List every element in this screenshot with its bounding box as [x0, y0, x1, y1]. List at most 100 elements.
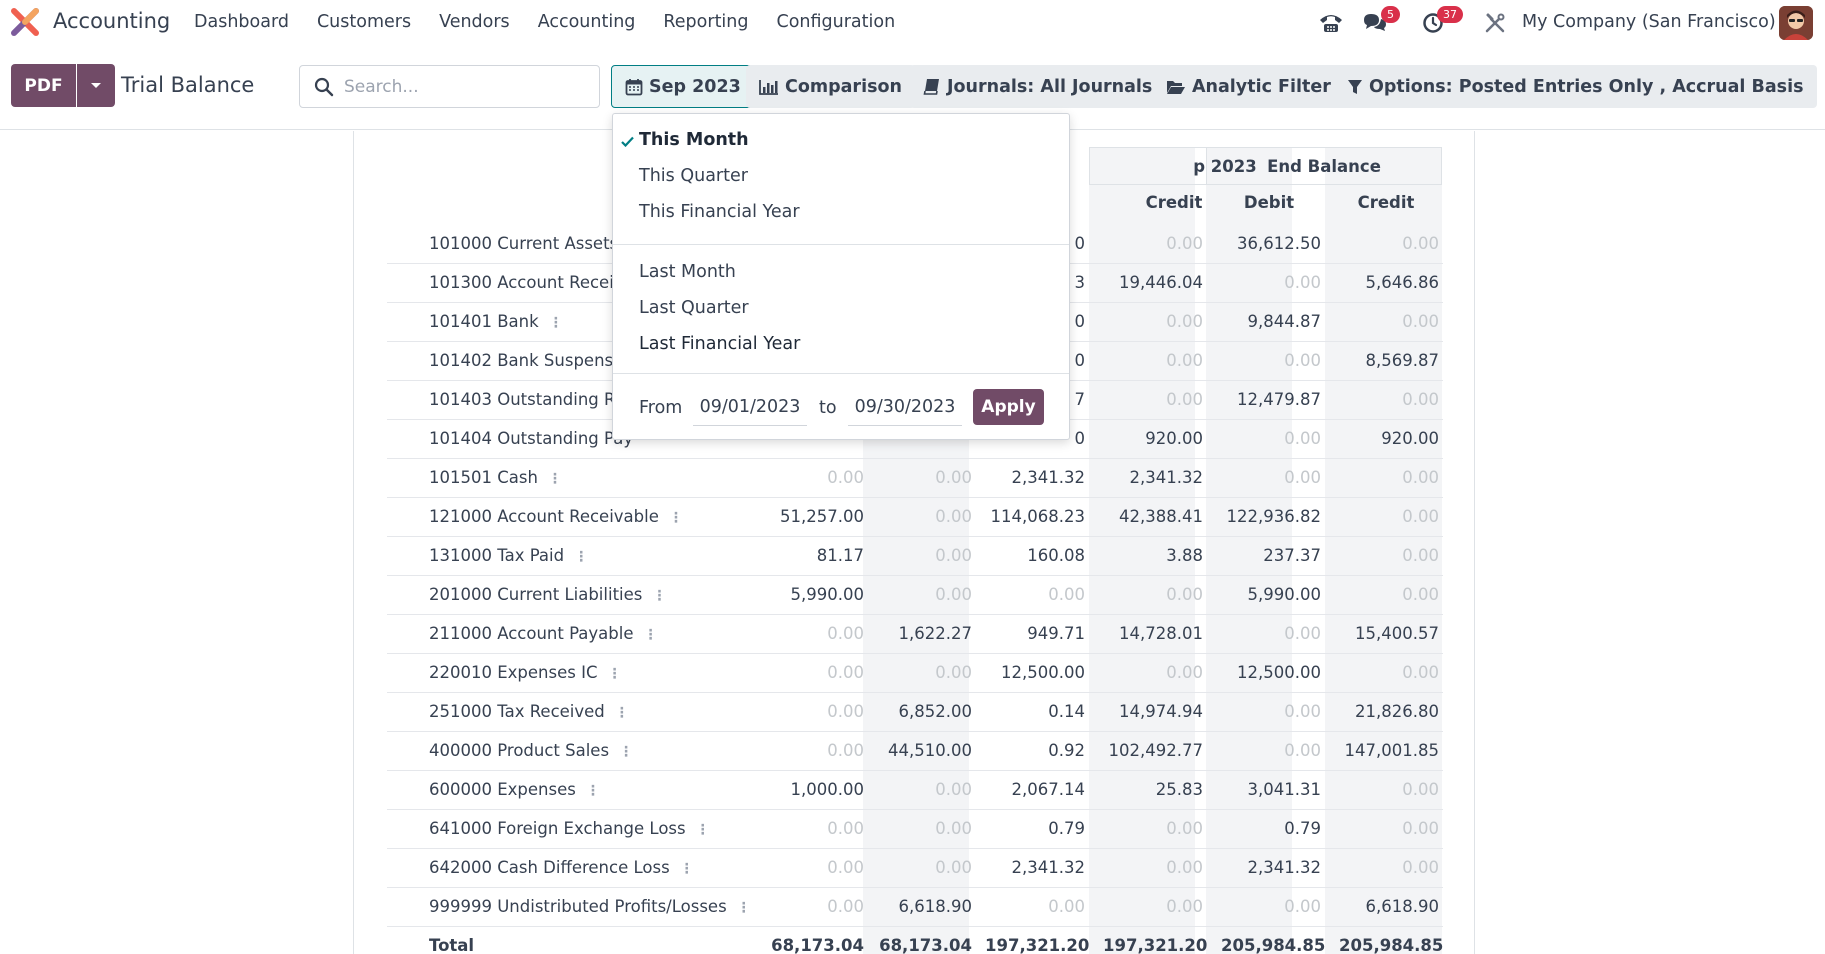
account-name[interactable]: 999999 Undistributed Profits/Losses ⋮: [429, 897, 751, 916]
menu-customers[interactable]: Customers: [316, 12, 412, 32]
amount-cell: 205,984.85: [1221, 936, 1326, 954]
account-name[interactable]: 101401 Bank ⋮: [429, 312, 563, 331]
amount-cell: 14,974.94: [1119, 702, 1203, 721]
table-row: 201000 Current Liabilities ⋮ 5,990.00 0.00 0…: [387, 576, 1443, 615]
pdf-dropdown-toggle[interactable]: [77, 64, 115, 107]
option-this-month[interactable]: This Month: [639, 130, 749, 150]
account-name[interactable]: 101300 Account Receiva: [429, 273, 634, 292]
amount-cell: 0.00: [935, 546, 972, 565]
row-menu-icon[interactable]: ⋮: [607, 666, 621, 682]
analytic-filter-label: Analytic Filter: [1192, 76, 1331, 97]
option-this-quarter[interactable]: This Quarter: [639, 166, 748, 186]
account-name[interactable]: 400000 Product Sales ⋮: [429, 741, 633, 760]
account-name[interactable]: 642000 Cash Difference Loss ⋮: [429, 858, 694, 877]
amount-cell: 0.00: [1048, 585, 1085, 604]
row-menu-icon[interactable]: ⋮: [574, 549, 588, 565]
account-name[interactable]: 101404 Outstanding Pay: [429, 429, 633, 448]
amount-cell: 205,984.85: [1339, 936, 1444, 954]
account-name[interactable]: 101501 Cash ⋮: [429, 468, 562, 487]
col-credit2-header: Credit: [1357, 193, 1415, 212]
row-menu-icon[interactable]: ⋮: [668, 510, 683, 526]
date-to-input[interactable]: [848, 388, 962, 426]
apply-button[interactable]: Apply: [973, 389, 1044, 425]
amount-cell: 0.00: [1166, 390, 1203, 409]
to-label: to: [819, 398, 837, 418]
menu-accounting[interactable]: Accounting: [537, 12, 636, 32]
account-name[interactable]: 121000 Account Receivable ⋮: [429, 507, 683, 526]
account-name[interactable]: 211000 Account Payable ⋮: [429, 624, 658, 643]
table-row: 101501 Cash ⋮ 0.00 0.00 2,341.32 2,341.32 0.00…: [387, 459, 1443, 498]
account-name[interactable]: 101402 Bank Suspense A: [429, 351, 640, 370]
user-avatar[interactable]: [1779, 6, 1813, 40]
account-name[interactable]: 101403 Outstanding Re: [429, 390, 625, 409]
menu-vendors[interactable]: Vendors: [439, 12, 510, 32]
dropdown-divider: [613, 373, 1069, 374]
row-menu-icon[interactable]: ⋮: [679, 861, 694, 877]
amount-cell: 0.00: [1166, 897, 1203, 916]
amount-cell: 102,492.77: [1108, 741, 1203, 760]
amount-cell: 3: [1074, 273, 1086, 292]
account-name-text: Total: [429, 936, 475, 954]
amount-cell: 3,041.31: [1247, 780, 1321, 799]
pdf-button[interactable]: PDF: [11, 64, 76, 107]
row-menu-icon[interactable]: ⋮: [548, 315, 563, 331]
row-menu-icon[interactable]: ⋮: [614, 705, 629, 721]
row-menu-icon[interactable]: ⋮: [547, 471, 562, 487]
account-name[interactable]: 641000 Foreign Exchange Loss ⋮: [429, 819, 710, 838]
amount-cell: 0.00: [1284, 273, 1321, 292]
account-name[interactable]: 600000 Expenses ⋮: [429, 780, 600, 799]
amount-cell: 2,067.14: [1011, 780, 1085, 799]
options-button[interactable]: Options: Posted Entries Only , Accrual B…: [1334, 65, 1817, 108]
period-group-label: p 2023: [1193, 156, 1257, 176]
option-this-financial-year[interactable]: This Financial Year: [639, 202, 800, 222]
amount-cell: 2,341.32: [1011, 468, 1085, 487]
amount-cell: 68,173.04: [771, 936, 864, 954]
option-last-quarter[interactable]: Last Quarter: [639, 298, 749, 318]
account-name[interactable]: 220010 Expenses IC ⋮: [429, 663, 621, 682]
amount-cell: 0: [1074, 429, 1086, 448]
amount-cell: 197,321.20: [985, 936, 1090, 954]
search-box[interactable]: [299, 65, 600, 108]
account-name[interactable]: 131000 Tax Paid ⋮: [429, 546, 588, 565]
dropdown-divider: [613, 244, 1069, 245]
option-last-financial-year[interactable]: Last Financial Year: [639, 334, 801, 354]
tools-icon[interactable]: [1480, 8, 1510, 38]
menu-reporting[interactable]: Reporting: [663, 12, 749, 32]
amount-cell: 0.00: [1402, 819, 1439, 838]
journals-button[interactable]: Journals: All Journals: [910, 65, 1166, 108]
table-row: 600000 Expenses ⋮ 1,000.00 0.00 2,067.14 25.8…: [387, 771, 1443, 810]
comparison-button[interactable]: Comparison: [746, 65, 915, 108]
page-title: Trial Balance: [121, 73, 255, 97]
search-input[interactable]: [344, 75, 584, 99]
amount-cell: 5,990.00: [790, 585, 864, 604]
row-menu-icon[interactable]: ⋮: [619, 744, 633, 760]
row-menu-icon[interactable]: ⋮: [585, 783, 600, 799]
account-name-text: 400000 Product Sales: [429, 741, 610, 760]
date-from-input[interactable]: [693, 388, 807, 426]
account-name-text: 600000 Expenses: [429, 780, 576, 799]
row-menu-icon[interactable]: ⋮: [695, 822, 710, 838]
menu-dashboard[interactable]: Dashboard: [194, 12, 289, 32]
messages-icon[interactable]: [1360, 8, 1390, 38]
account-name[interactable]: 251000 Tax Received ⋮: [429, 702, 629, 721]
menu-configuration[interactable]: Configuration: [776, 12, 896, 32]
period-group-header: p 2023: [1089, 147, 1320, 185]
account-name[interactable]: 201000 Current Liabilities ⋮: [429, 585, 666, 604]
analytic-filter-button[interactable]: Analytic Filter: [1153, 65, 1344, 108]
amount-cell: 0.00: [827, 858, 864, 877]
row-menu-icon[interactable]: ⋮: [736, 900, 751, 916]
app-name[interactable]: Accounting: [53, 9, 171, 33]
app-logo-icon[interactable]: [10, 7, 40, 37]
from-label: From: [639, 398, 683, 418]
amount-cell: 0.00: [1166, 663, 1203, 682]
account-name-text: 101402 Bank Suspense A: [429, 351, 640, 370]
option-last-month[interactable]: Last Month: [639, 262, 736, 282]
row-menu-icon[interactable]: ⋮: [652, 588, 666, 604]
amount-cell: 0.00: [1284, 351, 1321, 370]
activities-icon[interactable]: [1418, 8, 1448, 38]
account-name[interactable]: 101000 Current Assets: [429, 234, 618, 253]
row-menu-icon[interactable]: ⋮: [643, 627, 658, 643]
phone-icon[interactable]: [1316, 8, 1346, 38]
date-filter-button[interactable]: Sep 2023: [611, 65, 755, 108]
company-switcher[interactable]: My Company (San Francisco): [1522, 12, 1776, 32]
